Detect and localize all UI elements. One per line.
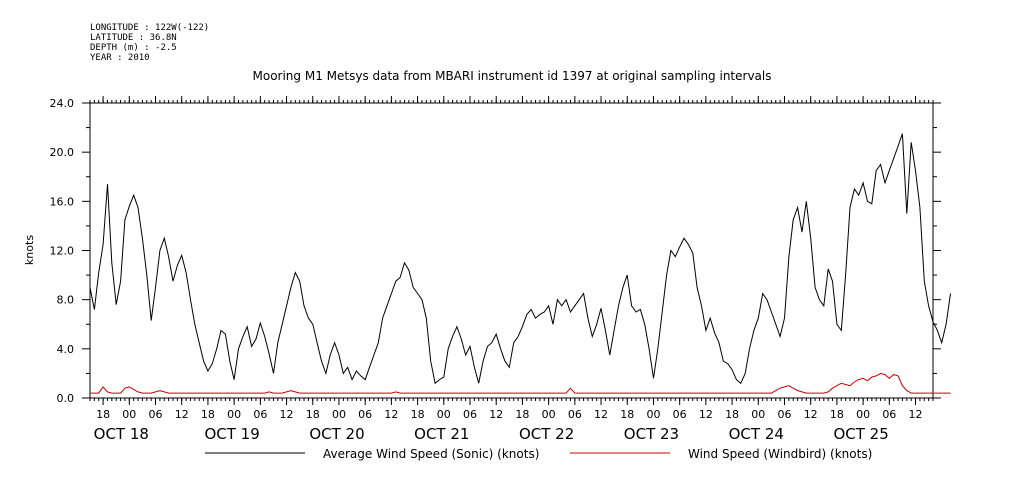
x-date-label: OCT 18 bbox=[94, 425, 149, 443]
x-hour-label: 12 bbox=[594, 408, 608, 421]
x-date-label: OCT 23 bbox=[624, 425, 679, 443]
meta-depth: DEPTH (m) : -2.5 bbox=[90, 43, 177, 53]
x-hour-label: 18 bbox=[725, 408, 739, 421]
x-date-label: OCT 20 bbox=[309, 425, 364, 443]
x-hour-label: 18 bbox=[620, 408, 634, 421]
x-hour-label: 00 bbox=[332, 408, 346, 421]
y-tick-label: 4.0 bbox=[57, 343, 75, 356]
meta-longitude: LONGITUDE : 122W(-122) bbox=[90, 23, 209, 33]
y-tick-label: 16.0 bbox=[50, 195, 75, 208]
y-axis-label: knots bbox=[23, 235, 36, 265]
y-tick-label: 12.0 bbox=[50, 245, 75, 258]
x-hour-label: 06 bbox=[568, 408, 582, 421]
series-line-sonic bbox=[89, 133, 951, 385]
x-date-label: OCT 24 bbox=[729, 425, 784, 443]
x-hour-label: 18 bbox=[306, 408, 320, 421]
meta-latitude: LATITUDE : 36.8N bbox=[90, 33, 177, 43]
legend-label-windbird: Wind Speed (Windbird) (knots) bbox=[688, 447, 872, 461]
x-hour-label: 06 bbox=[673, 408, 687, 421]
x-hour-label: 06 bbox=[149, 408, 163, 421]
chart-title: Mooring M1 Metsys data from MBARI instru… bbox=[253, 69, 772, 83]
x-hour-label: 18 bbox=[201, 408, 215, 421]
x-hour-label: 12 bbox=[384, 408, 398, 421]
y-tick-label: 20.0 bbox=[50, 146, 75, 159]
y-axis: 0.0 4.0 8.0 12.0 16.0 20.0 24.0 bbox=[50, 97, 941, 405]
x-hour-label: 06 bbox=[463, 408, 477, 421]
x-hour-label: 12 bbox=[175, 408, 189, 421]
meta-block: LONGITUDE : 122W(-122) LATITUDE : 36.8N … bbox=[90, 23, 209, 63]
x-hour-label: 00 bbox=[542, 408, 556, 421]
y-tick-label: 24.0 bbox=[50, 97, 75, 110]
x-hour-label: 06 bbox=[777, 408, 791, 421]
series-line-windbird bbox=[90, 372, 951, 394]
x-hour-label: 12 bbox=[909, 408, 923, 421]
x-hour-label: 06 bbox=[253, 408, 267, 421]
x-date-label: OCT 25 bbox=[833, 425, 888, 443]
legend-label-sonic: Average Wind Speed (Sonic) (knots) bbox=[323, 447, 539, 461]
x-hour-label: 18 bbox=[411, 408, 425, 421]
x-hour-label: 06 bbox=[358, 408, 372, 421]
x-hour-label: 12 bbox=[489, 408, 503, 421]
x-hour-label: 00 bbox=[646, 408, 660, 421]
x-hour-label: 18 bbox=[515, 408, 529, 421]
y-tick-label: 0.0 bbox=[57, 392, 75, 405]
legend: Average Wind Speed (Sonic) (knots) Wind … bbox=[205, 447, 872, 461]
x-date-label: OCT 21 bbox=[414, 425, 469, 443]
x-hour-label: 12 bbox=[804, 408, 818, 421]
x-hour-label: 18 bbox=[96, 408, 110, 421]
x-date-label: OCT 22 bbox=[519, 425, 574, 443]
meta-year: YEAR : 2010 bbox=[90, 53, 150, 63]
x-hour-label: 00 bbox=[856, 408, 870, 421]
x-hour-label: 06 bbox=[882, 408, 896, 421]
x-date-label: OCT 19 bbox=[204, 425, 259, 443]
x-hour-label: 12 bbox=[280, 408, 294, 421]
x-hour-label: 12 bbox=[699, 408, 713, 421]
x-hour-label: 00 bbox=[751, 408, 765, 421]
series-layer bbox=[89, 133, 951, 394]
x-hour-label: 18 bbox=[830, 408, 844, 421]
x-hour-label: 00 bbox=[227, 408, 241, 421]
x-hour-label: 00 bbox=[437, 408, 451, 421]
x-hour-label: 00 bbox=[122, 408, 136, 421]
y-tick-label: 8.0 bbox=[57, 294, 75, 307]
x-axis: 18 00 06 12 18 00 06 12 18 00 06 12 18 00 06 12 18 00 06 12… bbox=[89, 96, 934, 443]
